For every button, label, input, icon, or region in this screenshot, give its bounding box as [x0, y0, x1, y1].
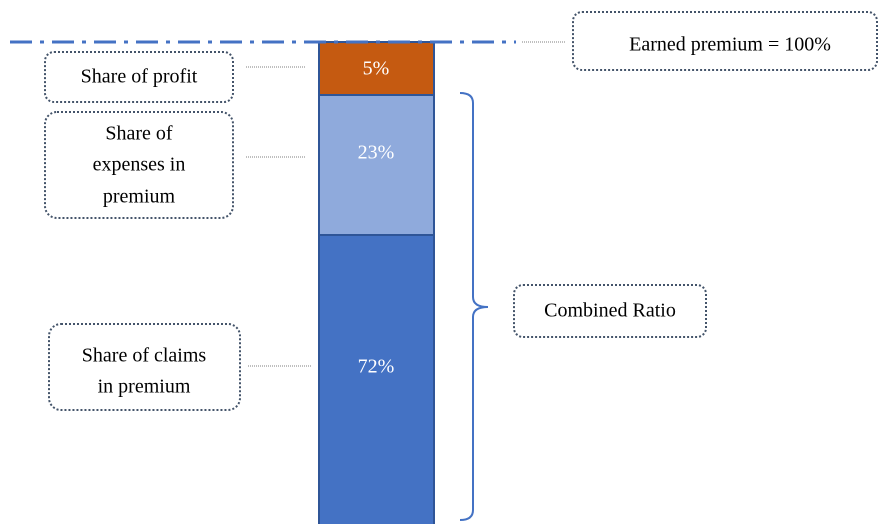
callout-text: Share of claims [82, 345, 207, 367]
callout-text: premium [103, 186, 176, 208]
reference-label: Earned premium = 100% [629, 34, 831, 56]
callout-box [513, 284, 707, 338]
segment-label: 23% [358, 142, 395, 164]
callout-box [48, 323, 241, 411]
bracket [459, 92, 489, 521]
callout-text: expenses in [93, 154, 186, 176]
expenses-segment [318, 94, 435, 236]
callout-text: in premium [98, 376, 191, 398]
segment-label: 72% [358, 356, 395, 378]
profit-segment [318, 41, 435, 96]
bracket-label: Combined Ratio [544, 300, 676, 322]
callout-box [44, 51, 234, 103]
callout-box [44, 111, 234, 219]
callout-text: Share of [105, 123, 173, 145]
callout-text: Share of profit [81, 66, 198, 88]
callout-box [572, 11, 878, 71]
claims-segment [318, 234, 435, 528]
segment-label: 5% [363, 58, 390, 80]
